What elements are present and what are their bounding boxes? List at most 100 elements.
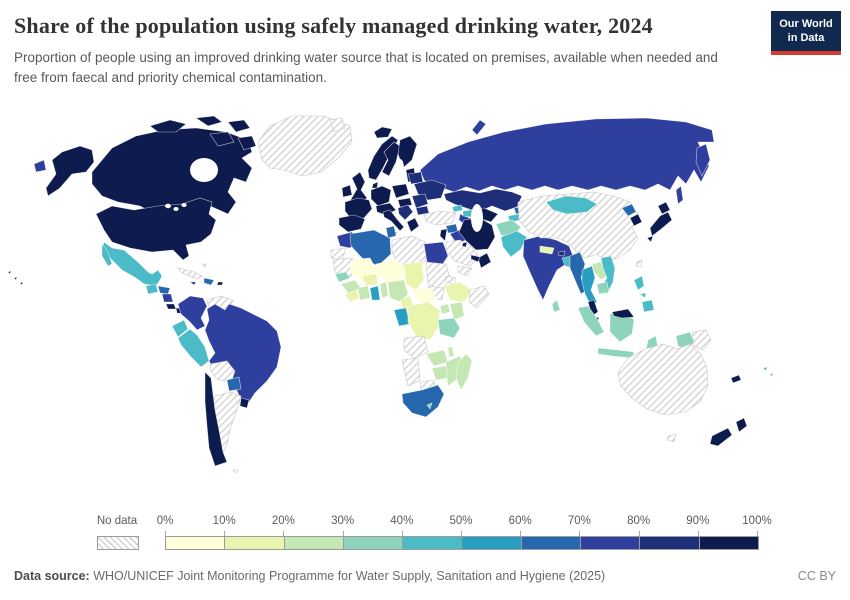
country-ecuador[interactable] bbox=[171, 319, 189, 338]
legend-bin-20-30%[interactable] bbox=[284, 537, 344, 549]
country-mexico-baja[interactable] bbox=[101, 243, 113, 267]
country-dominican-republic[interactable] bbox=[203, 277, 215, 286]
country-somalia[interactable] bbox=[468, 285, 490, 309]
country-fiji-1[interactable] bbox=[762, 366, 768, 372]
country-jamaica[interactable] bbox=[189, 281, 197, 286]
country-japan-hokkaido[interactable] bbox=[657, 201, 671, 215]
country-benin[interactable] bbox=[379, 281, 389, 299]
country-costa-rica[interactable] bbox=[165, 303, 177, 310]
country-taiwan[interactable] bbox=[635, 259, 643, 268]
legend-bin-40-50%[interactable] bbox=[403, 537, 463, 549]
country-kenya[interactable] bbox=[449, 301, 465, 321]
country-greece[interactable] bbox=[406, 217, 420, 233]
country-chad[interactable] bbox=[403, 261, 425, 291]
country-paraguay[interactable] bbox=[226, 376, 242, 392]
country-laos[interactable] bbox=[591, 261, 608, 281]
country-algeria[interactable] bbox=[349, 229, 392, 267]
country-kamchatka[interactable] bbox=[695, 143, 711, 177]
country-angola[interactable] bbox=[403, 335, 429, 359]
country-canada-arctic-3[interactable] bbox=[227, 119, 251, 133]
country-chile[interactable] bbox=[204, 371, 228, 467]
legend-bin-10-20%[interactable] bbox=[225, 537, 285, 549]
country-malawi[interactable] bbox=[447, 345, 455, 358]
country-canada-arctic-4[interactable] bbox=[209, 131, 235, 147]
country-cote-divoire[interactable] bbox=[357, 285, 371, 301]
country-zambia[interactable] bbox=[425, 349, 449, 367]
country-falkland-islands[interactable] bbox=[232, 469, 239, 474]
country-saudi-arabia[interactable] bbox=[445, 239, 480, 267]
country-bahamas[interactable] bbox=[201, 263, 207, 268]
country-sakhalin[interactable] bbox=[675, 185, 684, 205]
country-yemen[interactable] bbox=[457, 265, 473, 277]
country-oman[interactable] bbox=[477, 252, 492, 269]
country-iran[interactable] bbox=[458, 217, 496, 251]
country-hungary[interactable] bbox=[397, 197, 413, 208]
country-philippines-luzon[interactable] bbox=[633, 275, 645, 291]
country-philippines-mindanao[interactable] bbox=[641, 299, 655, 313]
country-iceland[interactable] bbox=[373, 126, 393, 139]
country-canada-arctic-1[interactable] bbox=[149, 119, 187, 133]
country-ethiopia[interactable] bbox=[443, 281, 473, 303]
country-hawaii-1[interactable] bbox=[7, 270, 12, 275]
country-france[interactable] bbox=[344, 197, 373, 221]
country-colombia[interactable] bbox=[177, 295, 208, 331]
country-italy[interactable] bbox=[382, 209, 405, 232]
country-peru[interactable] bbox=[177, 328, 210, 368]
country-kazakhstan[interactable] bbox=[443, 188, 523, 213]
country-mexico[interactable] bbox=[101, 241, 163, 287]
legend-bin-90-100%[interactable] bbox=[699, 537, 758, 549]
country-bulgaria[interactable] bbox=[415, 205, 430, 216]
country-azerbaijan[interactable] bbox=[462, 209, 473, 218]
legend-bin-60-70%[interactable] bbox=[521, 537, 582, 549]
country-novaya-zemlya[interactable] bbox=[471, 119, 487, 136]
country-sri-lanka[interactable] bbox=[551, 299, 561, 313]
country-nepal[interactable] bbox=[539, 245, 555, 255]
country-ireland[interactable] bbox=[341, 184, 353, 198]
country-hawaii-2[interactable] bbox=[13, 276, 18, 281]
country-senegal[interactable] bbox=[334, 271, 351, 283]
country-canada-arctic-2[interactable] bbox=[195, 115, 223, 127]
country-hawaii-3[interactable] bbox=[19, 281, 24, 286]
country-burkina-faso[interactable] bbox=[361, 273, 379, 287]
country-philippines-visayas[interactable] bbox=[639, 292, 647, 299]
country-poland[interactable] bbox=[391, 183, 410, 199]
country-tanzania[interactable] bbox=[437, 317, 461, 339]
country-israel[interactable] bbox=[439, 228, 448, 242]
country-ghana[interactable] bbox=[369, 285, 381, 301]
country-russia[interactable] bbox=[419, 117, 715, 193]
country-uae[interactable] bbox=[470, 254, 481, 263]
country-tunisia[interactable] bbox=[385, 225, 397, 239]
country-svalbard[interactable] bbox=[329, 117, 346, 133]
country-denmark[interactable] bbox=[371, 181, 379, 189]
country-papua-new-guinea[interactable] bbox=[691, 329, 712, 351]
country-western-sahara[interactable] bbox=[330, 247, 347, 261]
country-usa[interactable] bbox=[95, 197, 217, 261]
country-australia[interactable] bbox=[617, 343, 709, 416]
no-data-swatch[interactable] bbox=[97, 536, 139, 550]
country-namibia[interactable] bbox=[401, 357, 421, 387]
country-canada[interactable] bbox=[91, 127, 253, 219]
country-canada-arctic-5[interactable] bbox=[237, 135, 257, 151]
country-japan-kyushu[interactable] bbox=[646, 235, 654, 243]
country-eritrea[interactable] bbox=[445, 275, 457, 285]
country-lesotho[interactable] bbox=[426, 402, 433, 410]
country-chukotka-west[interactable] bbox=[33, 159, 47, 173]
country-sudan[interactable] bbox=[425, 261, 451, 291]
country-egypt[interactable] bbox=[423, 241, 449, 269]
country-romania[interactable] bbox=[411, 193, 429, 209]
country-china[interactable] bbox=[517, 191, 639, 263]
country-malaysia-borneo[interactable] bbox=[611, 308, 635, 319]
country-indonesia-java[interactable] bbox=[597, 347, 635, 359]
country-thailand[interactable] bbox=[581, 265, 598, 307]
country-sweden[interactable] bbox=[381, 141, 401, 177]
country-india[interactable] bbox=[522, 235, 574, 301]
country-bhutan[interactable] bbox=[557, 250, 566, 257]
country-dr-congo[interactable] bbox=[407, 301, 441, 341]
country-serbia[interactable] bbox=[397, 204, 414, 221]
country-alaska[interactable] bbox=[45, 145, 95, 197]
country-zimbabwe[interactable] bbox=[431, 365, 449, 381]
country-tasmania[interactable] bbox=[666, 433, 677, 443]
country-indonesia-sumatra[interactable] bbox=[577, 305, 605, 337]
country-new-caledonia[interactable] bbox=[730, 374, 742, 384]
country-honduras[interactable] bbox=[157, 285, 171, 295]
